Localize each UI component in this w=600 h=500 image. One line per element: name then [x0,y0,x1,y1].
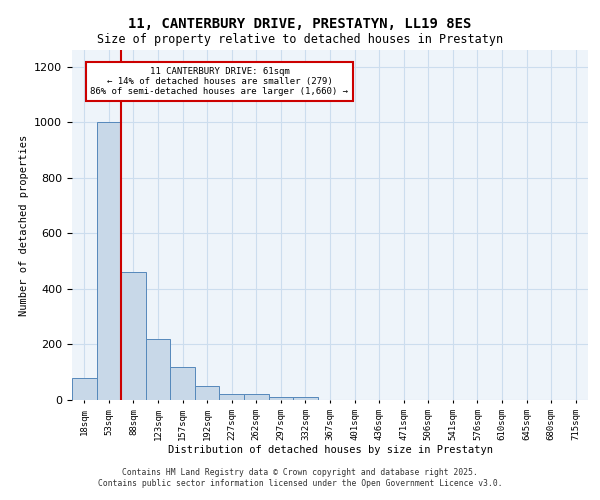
Bar [220,394,244,400]
Bar [121,272,146,400]
Bar [170,366,195,400]
Bar [146,339,170,400]
Text: Contains HM Land Registry data © Crown copyright and database right 2025.
Contai: Contains HM Land Registry data © Crown c… [98,468,502,487]
Y-axis label: Number of detached properties: Number of detached properties [19,134,29,316]
Text: 11 CANTERBURY DRIVE: 61sqm
← 14% of detached houses are smaller (279)
86% of sem: 11 CANTERBURY DRIVE: 61sqm ← 14% of deta… [91,66,349,96]
Bar [195,386,220,400]
Bar [244,394,269,400]
Text: Size of property relative to detached houses in Prestatyn: Size of property relative to detached ho… [97,32,503,46]
Bar [72,378,97,400]
Bar [269,397,293,400]
Bar [97,122,121,400]
Bar [293,397,318,400]
X-axis label: Distribution of detached houses by size in Prestatyn: Distribution of detached houses by size … [167,446,493,456]
Text: 11, CANTERBURY DRIVE, PRESTATYN, LL19 8ES: 11, CANTERBURY DRIVE, PRESTATYN, LL19 8E… [128,18,472,32]
